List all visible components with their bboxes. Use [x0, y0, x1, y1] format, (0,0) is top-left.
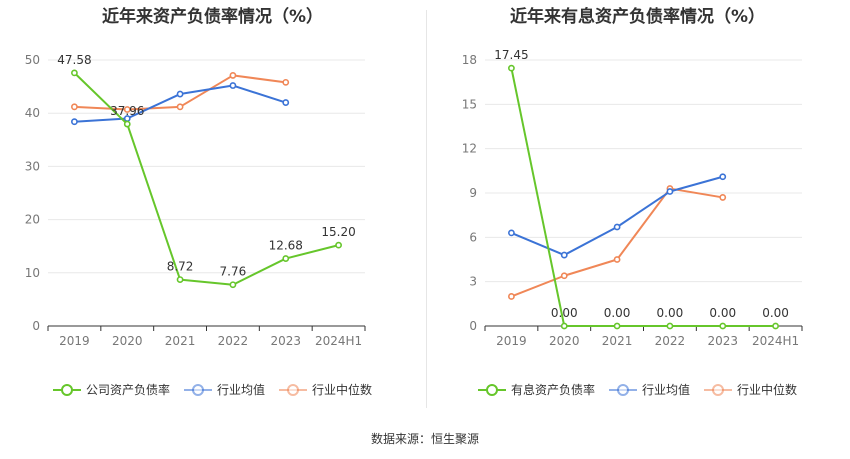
y-tick-label: 18 — [462, 53, 477, 67]
x-tick-label: 2020 — [112, 334, 143, 348]
data-point-company[interactable] — [613, 322, 621, 330]
x-tick-label: 2021 — [165, 334, 196, 348]
data-point-company[interactable] — [229, 281, 237, 289]
data-label: 0.00 — [657, 306, 684, 320]
data-point-industry_median[interactable] — [176, 103, 184, 111]
legend-label: 有息资产负债率 — [510, 383, 595, 397]
x-tick-label: 2019 — [59, 334, 90, 348]
legend-label: 行业均值 — [641, 383, 690, 397]
x-tick-label: 2019 — [496, 334, 527, 348]
y-tick-label: 10 — [25, 266, 40, 280]
data-point-industry_median[interactable] — [71, 103, 78, 111]
data-point-industry_avg[interactable] — [719, 173, 727, 181]
data-label: 7.76 — [220, 265, 247, 279]
legend-item-industry_median[interactable]: 行业中位数 — [704, 381, 797, 398]
legend-line-circle-icon — [279, 383, 307, 396]
right-chart-panel: 近年来有息资产负债率情况（%） 0 3 6 9 12 15 18 2019 2020 2021 20… — [425, 0, 850, 420]
data-label: 0.00 — [604, 306, 631, 320]
data-point-company[interactable] — [508, 64, 515, 72]
data-point-company[interactable] — [719, 322, 727, 330]
data-point-industry_median[interactable] — [229, 72, 237, 79]
y-tick-label: 50 — [25, 53, 40, 67]
y-tick-label: 3 — [469, 275, 477, 289]
legend-line-circle-icon — [52, 383, 81, 396]
legend-label: 行业中位数 — [737, 383, 798, 397]
right-chart-legend: 有息资产负债率 行业均值 行业中位数 — [425, 381, 850, 398]
data-point-company[interactable] — [335, 241, 342, 249]
legend-line-circle-icon — [477, 383, 506, 396]
data-point-company[interactable] — [71, 69, 78, 77]
legend-item-industry_avg[interactable]: 行业均值 — [183, 381, 265, 398]
y-tick-label: 12 — [462, 142, 477, 156]
legend-line-circle-icon — [183, 383, 212, 396]
data-point-industry_avg[interactable] — [666, 188, 674, 195]
data-point-company[interactable] — [666, 322, 674, 330]
legend-line-circle-icon — [704, 383, 732, 396]
x-tick-label: 2021 — [602, 334, 633, 348]
x-tick-label: 2020 — [549, 334, 580, 348]
data-point-company[interactable] — [772, 322, 779, 330]
right-chart-plot: 0 3 6 9 12 15 18 2019 2020 2021 2022 2023 2024H1 17.4… — [462, 48, 803, 348]
y-tick-label: 0 — [469, 319, 477, 333]
y-tick-label: 30 — [25, 159, 40, 173]
legend-item-industry_avg[interactable]: 行业均值 — [608, 381, 690, 398]
left-chart-legend: 公司资产负债率 行业均值 行业中位数 — [0, 381, 425, 398]
legend-item-company[interactable]: 有息资产负债率 — [477, 381, 595, 398]
right-chart-title: 近年来有息资产负债率情况（%） — [509, 7, 766, 27]
x-tick-label: 2024H1 — [315, 334, 362, 348]
data-point-company[interactable] — [176, 276, 184, 284]
data-point-industry_avg[interactable] — [613, 223, 621, 231]
data-point-industry_median[interactable] — [282, 78, 290, 86]
data-label: 15.20 — [321, 225, 355, 239]
y-tick-label: 9 — [469, 186, 477, 200]
data-point-industry_median[interactable] — [613, 256, 621, 263]
x-tick-label: 2024H1 — [752, 334, 799, 348]
data-point-industry_avg[interactable] — [282, 99, 290, 106]
series-line-company — [73, 72, 339, 286]
series-line-company — [510, 67, 776, 327]
data-point-industry_avg[interactable] — [508, 229, 515, 237]
x-tick-label: 2023 — [270, 334, 301, 348]
x-tick-label: 2022 — [655, 334, 686, 348]
data-point-industry_avg[interactable] — [229, 82, 237, 89]
data-point-industry_median[interactable] — [508, 293, 515, 300]
legend-item-company[interactable]: 公司资产负债率 — [52, 381, 170, 398]
x-tick-label: 2022 — [218, 334, 249, 348]
data-point-company[interactable] — [282, 255, 290, 262]
data-label: 0.00 — [762, 306, 789, 320]
legend-line-circle-icon — [608, 383, 637, 396]
left-chart-title: 近年来资产负债率情况（%） — [101, 7, 324, 27]
data-point-company[interactable] — [560, 322, 568, 330]
x-tick-label: 2023 — [707, 334, 738, 348]
data-label: 0.00 — [709, 306, 736, 320]
legend-label: 公司资产负债率 — [85, 383, 170, 397]
data-point-industry_avg[interactable] — [71, 118, 78, 126]
data-label: 12.68 — [269, 239, 303, 253]
y-tick-label: 40 — [25, 106, 40, 120]
panel-divider — [426, 10, 427, 408]
left-chart-panel: 近年来资产负债率情况（%） 0 10 20 30 40 50 2019 2020 2021 202… — [0, 0, 425, 420]
series-line-industry_median — [511, 187, 723, 298]
data-source-footer: 数据来源：恒生聚源 — [370, 432, 479, 446]
left-chart-plot: 0 10 20 30 40 50 2019 2020 2021 2022 2023 2024H1 47.… — [25, 53, 366, 348]
data-point-industry_avg[interactable] — [560, 251, 568, 259]
data-label: 17.45 — [494, 48, 528, 62]
y-tick-label: 6 — [469, 230, 477, 244]
y-tick-label: 20 — [25, 213, 40, 227]
legend-label: 行业均值 — [216, 383, 265, 397]
data-point-industry_median[interactable] — [719, 194, 727, 201]
legend-label: 行业中位数 — [312, 383, 373, 397]
data-point-company[interactable] — [123, 120, 131, 128]
data-point-industry_median[interactable] — [560, 272, 568, 280]
legend-item-industry_median[interactable]: 行业中位数 — [279, 381, 372, 398]
y-tick-label: 0 — [32, 319, 40, 333]
data-point-industry_median[interactable] — [123, 106, 131, 113]
series-line-industry_avg — [511, 175, 724, 257]
data-label: 47.58 — [57, 53, 91, 67]
data-label: 0.00 — [551, 306, 578, 320]
data-point-industry_avg[interactable] — [176, 90, 184, 98]
y-tick-label: 15 — [462, 97, 477, 111]
data-label: 8.72 — [167, 260, 194, 274]
data-label: 37.96 — [110, 104, 144, 118]
